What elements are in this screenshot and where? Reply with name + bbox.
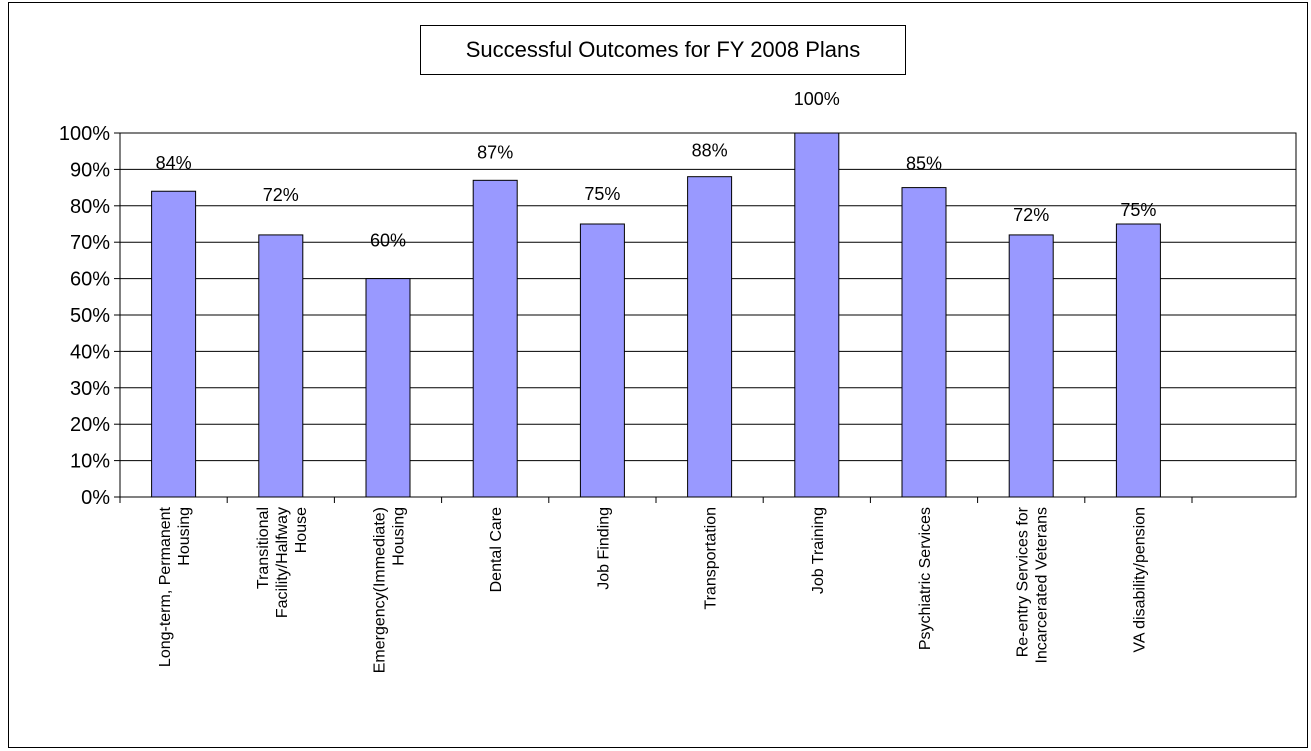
x-tick-label: Incarcerated Veterans [1034,507,1051,664]
y-tick-label: 90% [70,159,110,181]
y-tick-label: 50% [70,305,110,327]
data-label: 72% [1013,205,1049,225]
data-label: 84% [156,153,192,173]
x-tick-label: Job Finding [595,507,612,590]
y-tick-label: 30% [70,378,110,400]
x-tick-label: Emergency(Immediate) [372,507,389,673]
y-tick-label: 60% [70,269,110,291]
x-category-label: Job Training [810,507,827,594]
data-label: 88% [692,141,728,161]
y-tick-label: 0% [81,487,110,509]
x-tick-label: Transitional [255,507,272,589]
x-tick-label: Long-term, Permanent [157,506,174,667]
x-tick-label: Re-entry Services for [1015,506,1032,657]
bar [258,234,304,498]
x-tick-label: Housing [176,507,193,566]
bar [472,179,518,498]
x-category-label: Psychiatric Services [917,507,934,650]
x-category-label: Dental Care [488,507,505,592]
bar [151,190,197,498]
x-category-label: Transportation [703,507,720,610]
x-category-label: Long-term, Permanent Housing [157,506,193,667]
x-category-label: Transitional Facility/Halfway House [255,507,310,618]
x-category-label: VA disability/pension [1131,507,1148,653]
y-tick-label: 10% [70,451,110,473]
bar [365,278,411,498]
x-tick-label: Job Training [810,507,827,594]
y-tick-label: 100% [59,123,110,145]
data-label: 60% [370,231,406,251]
data-label: 85% [906,154,942,174]
chart-frame [8,2,1308,748]
bar [794,132,840,498]
data-label: 87% [477,142,513,162]
data-label: 72% [263,185,299,205]
data-label: 100% [794,89,840,109]
chart-title: Successful Outcomes for FY 2008 Plans [420,25,906,75]
y-tick-label: 80% [70,196,110,218]
x-tick-label: Facility/Halfway [274,507,291,618]
x-category-label: Emergency(Immediate) Housing [372,507,408,673]
y-tick-label: 20% [70,414,110,436]
bar [687,176,733,498]
bar [901,187,947,498]
x-tick-label: Housing [391,507,408,566]
x-tick-label: VA disability/pension [1131,507,1148,653]
data-label: 75% [1120,200,1156,220]
bar [1115,223,1161,498]
x-tick-label: Dental Care [488,507,505,592]
y-tick-label: 40% [70,341,110,363]
x-category-label: Re-entry Services for Incarcerated Vetera… [1015,506,1051,663]
y-tick-label: 70% [70,232,110,254]
x-category-label: Job Finding [595,507,612,590]
bar [579,223,625,498]
bar [1008,234,1054,498]
data-label: 75% [584,184,620,204]
x-tick-label: House [293,507,310,553]
x-tick-label: Psychiatric Services [917,507,934,650]
x-tick-label: Transportation [703,507,720,610]
